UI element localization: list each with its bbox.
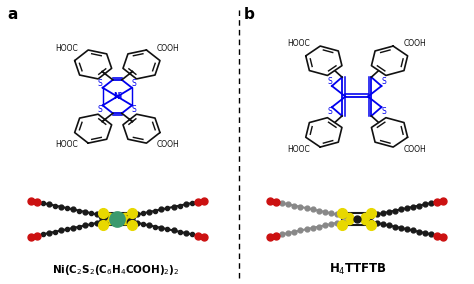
Text: S: S <box>132 105 137 114</box>
Text: S: S <box>327 107 332 116</box>
Text: S: S <box>98 105 103 114</box>
Text: HOOC: HOOC <box>287 39 310 48</box>
Text: HOOC: HOOC <box>55 140 78 149</box>
Text: HOOC: HOOC <box>287 145 310 154</box>
Text: S: S <box>98 79 103 88</box>
Text: S: S <box>382 107 386 116</box>
Text: Ni: Ni <box>113 92 122 101</box>
Text: H$_4$TTFTB: H$_4$TTFTB <box>329 262 387 277</box>
Text: COOH: COOH <box>403 39 426 48</box>
Text: COOH: COOH <box>156 44 179 53</box>
Text: S: S <box>132 79 137 88</box>
Text: Ni(C$_2$S$_2$(C$_6$H$_4$COOH)$_2$)$_2$: Ni(C$_2$S$_2$(C$_6$H$_4$COOH)$_2$)$_2$ <box>52 263 180 277</box>
Text: a: a <box>7 7 18 22</box>
Text: COOH: COOH <box>156 140 179 149</box>
Text: S: S <box>327 77 332 86</box>
Text: COOH: COOH <box>403 145 426 154</box>
Text: b: b <box>244 7 255 22</box>
Text: HOOC: HOOC <box>55 44 78 53</box>
Text: S: S <box>382 77 386 86</box>
